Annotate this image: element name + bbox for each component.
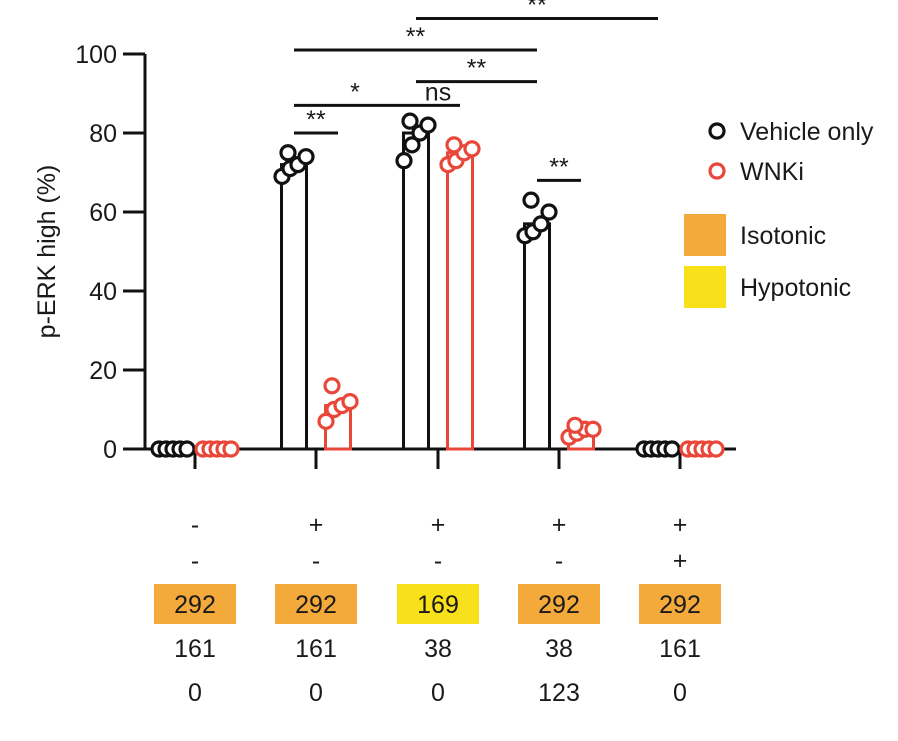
table-cell: - (191, 511, 199, 539)
y-tick-label: 40 (89, 278, 117, 306)
data-point (532, 215, 550, 233)
table-cell: 292 (538, 591, 580, 619)
table-cell: - (312, 547, 320, 575)
table-cell-box (275, 584, 357, 624)
table-cell: 38 (545, 635, 573, 663)
table-cell: 161 (659, 635, 701, 663)
bar (280, 163, 308, 451)
significance-label: ** (549, 153, 569, 181)
data-point (178, 440, 196, 458)
significance-label: ** (306, 106, 326, 134)
data-point (279, 144, 297, 162)
bar (523, 222, 551, 451)
data-point (297, 148, 315, 166)
data-point (445, 136, 463, 154)
data-point (540, 203, 558, 221)
data-point (403, 136, 421, 154)
data-point (222, 440, 240, 458)
table-cell: 169 (417, 591, 459, 619)
significance-label: ** (527, 0, 547, 19)
table-cell: - (555, 547, 563, 575)
bar (446, 151, 474, 451)
data-point (707, 440, 725, 458)
y-tick-label: 20 (89, 357, 117, 385)
table-cell: 0 (188, 679, 202, 707)
table-cell-box (397, 584, 479, 624)
data-points (150, 112, 725, 458)
legend-marker (708, 122, 726, 140)
legend-label: Hypotonic (740, 274, 851, 302)
table-cell: - (434, 547, 442, 575)
table-cell: 292 (174, 591, 216, 619)
data-point (566, 416, 584, 434)
table-cell-box (639, 584, 721, 624)
table-cell-box (518, 584, 600, 624)
legend-marker (708, 162, 726, 180)
table-cell: 38 (424, 635, 452, 663)
data-point (323, 377, 341, 395)
table-cell-box (154, 584, 236, 624)
table-cell: + (309, 511, 324, 539)
data-point (584, 420, 602, 438)
significance-label: ** (406, 23, 426, 51)
axes: 0 20 40 60 80 100 p-ERK high (%) (33, 41, 736, 469)
legend-swatch (684, 214, 726, 256)
data-point (341, 393, 359, 411)
table-cell: 123 (538, 679, 580, 707)
table-cell: + (552, 511, 567, 539)
legend: Vehicle only WNKi Isotonic Hypotonic (684, 118, 874, 308)
table-cell: 292 (295, 591, 337, 619)
table-cell: 161 (174, 635, 216, 663)
legend-swatch (684, 266, 726, 308)
table-cell: + (673, 511, 688, 539)
data-point (663, 440, 681, 458)
significance-brackets: *** ns******** (294, 0, 658, 182)
legend-label: Vehicle only (740, 118, 874, 146)
y-tick-label: 60 (89, 199, 117, 227)
table-cell: 0 (431, 679, 445, 707)
data-point (419, 116, 437, 134)
data-point (401, 112, 419, 130)
data-point (317, 412, 335, 430)
table-cell: 0 (309, 679, 323, 707)
table-cell: + (431, 511, 446, 539)
data-point (395, 152, 413, 170)
legend-label: Isotonic (740, 222, 826, 250)
table-cell: 0 (673, 679, 687, 707)
y-tick-label: 80 (89, 120, 117, 148)
table-cell: 292 (659, 591, 701, 619)
table-cell: - (191, 547, 199, 575)
y-axis-label: p-ERK high (%) (33, 165, 61, 339)
y-tick-label: 0 (103, 436, 117, 464)
bar (402, 131, 430, 451)
data-point (522, 191, 540, 209)
legend-label: WNKi (740, 158, 804, 186)
table-cell: + (673, 547, 688, 575)
table-cell: 161 (295, 635, 337, 663)
data-point (463, 140, 481, 158)
significance-label: ** (467, 55, 487, 83)
condition-table: - + + + + - - - - +292 292 169 292 292 161 161 38 38 161 0 0… (154, 511, 721, 707)
significance-label: * (350, 78, 360, 106)
y-tick-label: 100 (75, 41, 117, 69)
